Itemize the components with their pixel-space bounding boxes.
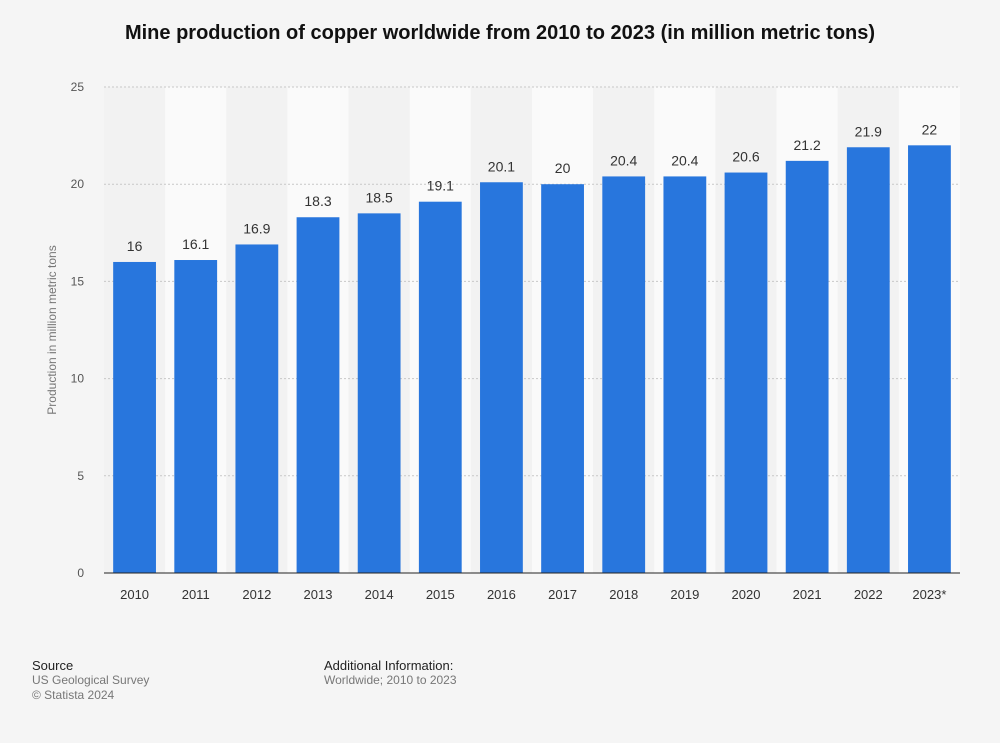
x-tick-label: 2022 — [854, 587, 883, 602]
y-tick-label: 10 — [71, 372, 85, 386]
data-label: 21.9 — [855, 123, 882, 139]
y-tick-label: 25 — [71, 80, 85, 94]
x-tick-label: 2014 — [365, 587, 394, 602]
bar[interactable] — [296, 217, 340, 574]
data-labels: 16 16.1 16.9 18.3 18.5 19.1 20.1 20 20.4 20.4 20.6… — [127, 121, 938, 254]
x-axis-labels: 2010 2011 2012 2013 2014 2015 2016 2017 2018 2019… — [120, 587, 946, 602]
x-tick-label: 2012 — [242, 587, 271, 602]
data-label: 16 — [127, 238, 143, 254]
data-label: 20.6 — [732, 149, 759, 165]
bar[interactable] — [113, 261, 156, 573]
bar[interactable] — [235, 244, 279, 574]
data-label: 21.2 — [794, 137, 821, 153]
data-label: 18.3 — [304, 193, 331, 209]
x-tick-label: 2015 — [426, 587, 455, 602]
bar[interactable] — [602, 176, 646, 573]
chart-title: Mine production of copper worldwide from… — [124, 22, 876, 44]
y-tick-label: 15 — [71, 274, 85, 288]
bar[interactable] — [418, 201, 462, 574]
data-label: 20 — [555, 160, 571, 176]
x-tick-label: 2016 — [487, 587, 516, 602]
copyright-line: © Statista 2024 — [32, 688, 115, 702]
bar[interactable] — [480, 182, 523, 574]
bar[interactable] — [357, 213, 401, 574]
y-axis-title: Production in million metric tons — [45, 245, 59, 414]
y-tick-label: 5 — [77, 469, 84, 483]
data-label: 22 — [922, 121, 938, 137]
x-tick-label: 2021 — [793, 587, 822, 602]
data-label: 20.4 — [671, 152, 698, 168]
x-tick-label: 2011 — [182, 587, 210, 602]
bar[interactable] — [174, 260, 218, 573]
x-tick-label: 2013 — [304, 587, 333, 602]
source-heading: Source — [32, 658, 74, 673]
bar[interactable] — [846, 147, 890, 573]
source-block: Source US Geological Survey © Statista 2… — [32, 658, 149, 703]
additional-info-block: Additional Information: Worldwide; 2010 … — [324, 658, 457, 688]
x-tick-label: 2010 — [120, 587, 149, 602]
data-label: 16.1 — [182, 236, 209, 252]
data-label: 20.4 — [610, 152, 637, 168]
data-label: 19.1 — [427, 178, 454, 194]
bar[interactable] — [785, 160, 829, 573]
data-label: 20.1 — [488, 158, 515, 174]
x-tick-label: 2023* — [912, 587, 946, 602]
x-tick-label: 2019 — [670, 587, 699, 602]
additional-info-heading: Additional Information: — [324, 658, 454, 673]
data-label: 18.5 — [366, 189, 393, 205]
column-bands — [104, 87, 960, 573]
x-tick-label: 2017 — [548, 587, 577, 602]
source-line-1[interactable]: US Geological Survey — [32, 673, 150, 687]
x-tick-label: 2018 — [609, 587, 638, 602]
bar[interactable] — [663, 176, 707, 573]
bar[interactable] — [724, 172, 768, 573]
y-tick-label: 0 — [77, 566, 84, 580]
y-axis-ticks: 0 5 10 15 20 25 — [71, 80, 85, 580]
bar[interactable] — [541, 184, 584, 573]
bar[interactable] — [908, 145, 951, 573]
bars — [113, 145, 951, 574]
y-tick-label: 20 — [71, 177, 85, 191]
data-label: 16.9 — [243, 220, 270, 236]
x-tick-label: 2020 — [732, 587, 761, 602]
additional-info-line: Worldwide; 2010 to 2023 — [324, 673, 457, 687]
